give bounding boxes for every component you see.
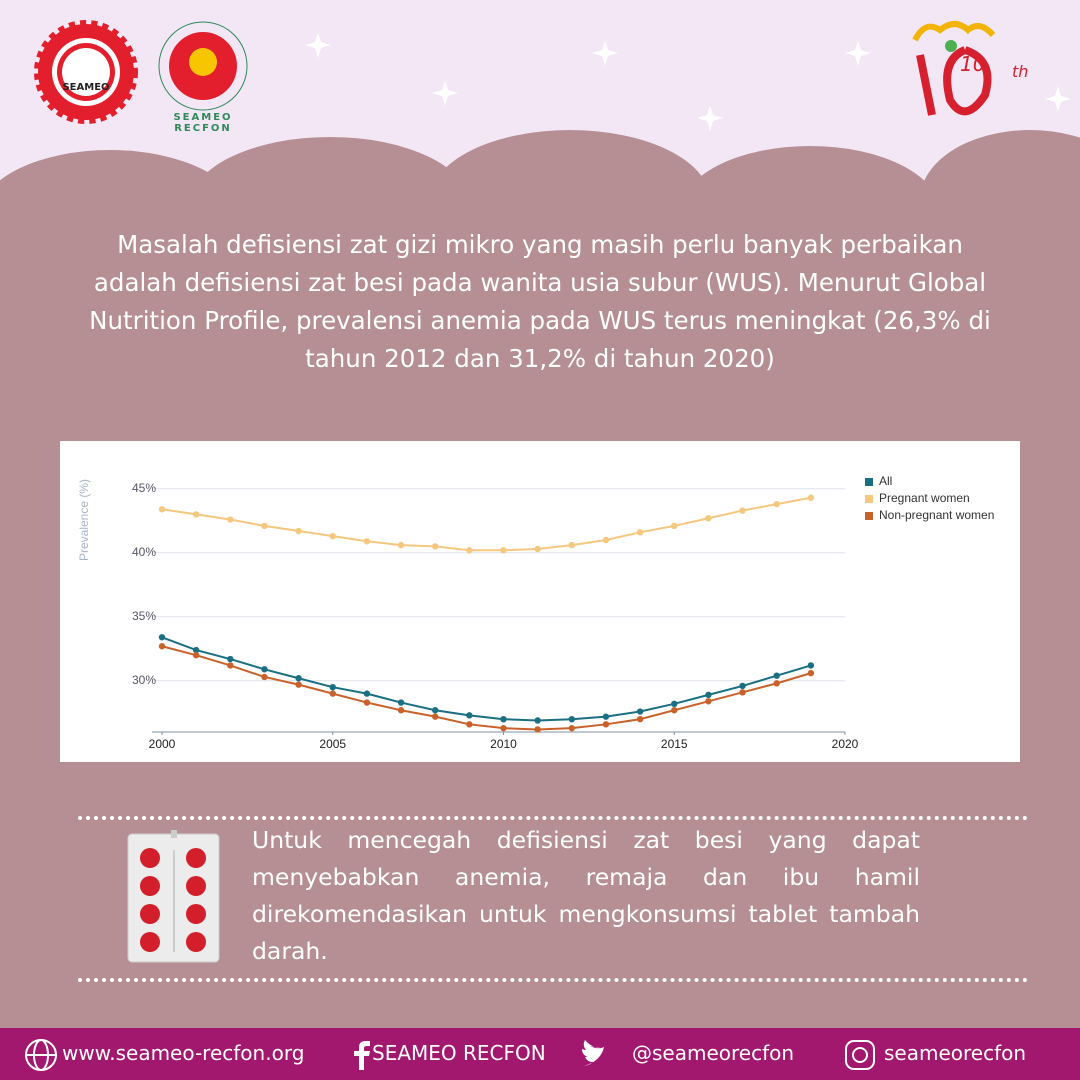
data-point — [295, 675, 302, 682]
data-point — [432, 707, 439, 714]
data-point — [227, 655, 234, 663]
x-tick-label: 2020 — [832, 737, 859, 751]
data-point — [500, 547, 507, 554]
data-point — [363, 690, 371, 697]
data-point — [466, 547, 473, 554]
data-point — [397, 699, 405, 706]
anniversary-suffix: th — [1012, 62, 1029, 81]
data-point — [705, 691, 712, 699]
data-point — [158, 634, 166, 641]
tablet-icon — [127, 830, 220, 963]
data-point — [636, 708, 644, 715]
legend-label: All — [879, 474, 892, 488]
data-point — [227, 516, 234, 523]
footer-twitter[interactable]: @seameorecfon — [632, 1041, 795, 1065]
data-point — [568, 716, 575, 723]
legend-label: Non-pregnant women — [879, 508, 994, 522]
data-point — [192, 652, 200, 659]
data-point — [705, 515, 712, 522]
data-point — [773, 672, 780, 679]
y-tick-label: 30% — [132, 673, 156, 687]
data-point — [192, 646, 200, 654]
data-point — [192, 511, 200, 518]
series-line — [161, 636, 812, 722]
data-point — [227, 662, 234, 669]
x-tick-label: 2000 — [149, 737, 176, 751]
footer — [0, 1028, 1080, 1080]
x-tick-label: 2010 — [490, 737, 517, 751]
data-point — [671, 522, 678, 530]
data-point — [568, 724, 575, 732]
data-point — [807, 669, 815, 677]
data-point — [329, 690, 336, 697]
divider — [78, 978, 1028, 982]
anniversary-number: 10 — [960, 52, 986, 76]
data-point — [636, 529, 644, 536]
series-line — [161, 496, 812, 552]
y-tick-label: 40% — [132, 545, 156, 559]
divider — [78, 816, 1028, 820]
data-point — [602, 536, 610, 544]
data-point — [432, 543, 439, 550]
footer-facebook[interactable]: SEAMEO RECFON — [372, 1041, 546, 1065]
data-point — [568, 541, 575, 549]
chart: Prevalence (%) 30% 35% 40% 45% 2000 2005 2010 2… — [77, 474, 994, 751]
data-point — [261, 522, 268, 530]
data-point — [807, 494, 815, 501]
y-axis-label: Prevalence (%) — [77, 479, 91, 561]
logo-text: SEAMEO — [62, 82, 110, 93]
data-point — [500, 716, 507, 723]
data-point — [773, 680, 780, 687]
data-point — [329, 532, 336, 540]
data-point — [602, 721, 610, 728]
legend-swatch — [865, 512, 873, 520]
data-point — [466, 712, 473, 719]
y-tick-label: 45% — [132, 481, 156, 495]
data-point — [158, 506, 166, 513]
data-point — [739, 682, 746, 690]
series-line — [161, 645, 812, 731]
footer-instagram[interactable]: seameorecfon — [884, 1041, 1027, 1065]
data-point — [432, 713, 439, 720]
data-point — [397, 707, 405, 714]
chart-panel: Prevalence (%) 30% 35% 40% 45% 2000 2005 2010 2… — [60, 441, 1020, 762]
data-point — [636, 716, 644, 723]
data-point — [261, 673, 268, 681]
legend-label: Pregnant women — [879, 491, 970, 505]
data-point — [739, 507, 746, 514]
x-tick-label: 2015 — [661, 737, 688, 751]
data-point — [295, 527, 302, 535]
data-point — [705, 698, 712, 705]
header-background — [0, 0, 1080, 230]
data-point — [329, 684, 336, 691]
data-point — [807, 662, 815, 669]
footer-icons — [25, 1039, 875, 1071]
legend-swatch — [865, 478, 873, 486]
data-point — [295, 681, 302, 688]
data-point — [739, 689, 746, 696]
data-point — [671, 707, 678, 714]
data-point — [363, 699, 371, 706]
legend-swatch — [865, 495, 873, 503]
data-point — [534, 545, 541, 553]
y-tick-label: 35% — [132, 609, 156, 623]
data-point — [363, 538, 371, 545]
data-point — [466, 721, 473, 728]
intro-text: Masalah defisiensi zat gizi mikro yang m… — [89, 230, 991, 373]
data-point — [671, 700, 678, 708]
logo-text: SEAMEO RECFON — [173, 112, 233, 134]
data-point — [397, 541, 405, 549]
x-tick-label: 2005 — [319, 737, 346, 751]
data-point — [500, 724, 507, 732]
data-point — [602, 713, 610, 720]
data-point — [773, 500, 780, 508]
data-point — [534, 717, 541, 724]
data-point — [261, 666, 268, 673]
data-point — [158, 643, 166, 650]
data-point — [534, 726, 541, 733]
note-text: Untuk mencegah defisiensi zat besi yang … — [252, 826, 920, 965]
footer-website[interactable]: www.seameo-recfon.org — [62, 1041, 305, 1065]
